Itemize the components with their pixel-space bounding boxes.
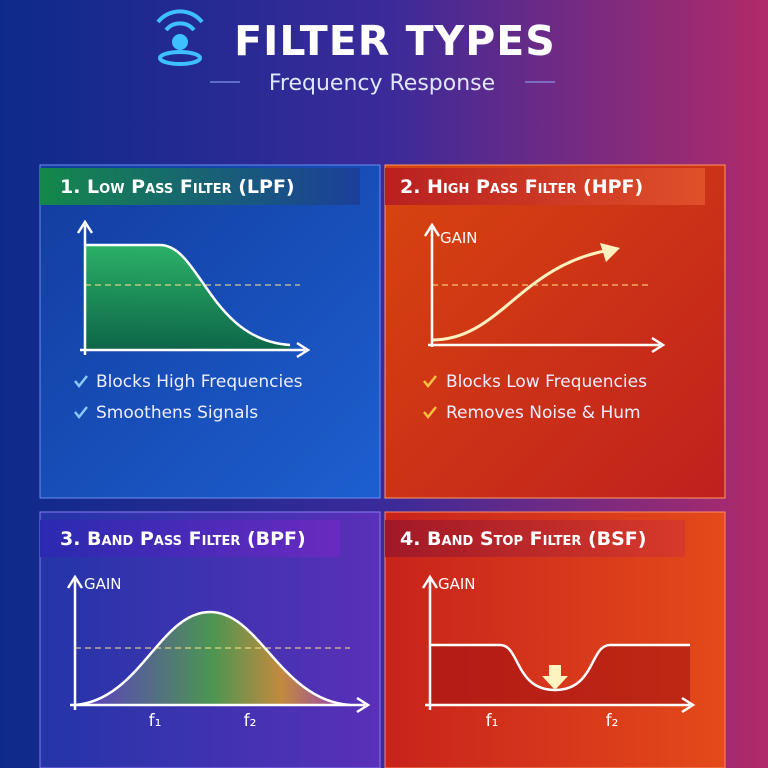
bullet: Removes Noise & Hum <box>446 403 641 423</box>
bullet: Blocks High Frequencies <box>96 372 303 392</box>
panel-title: 2. High Pass Filter (HPF) <box>400 176 643 198</box>
panel-header <box>40 520 340 557</box>
axis-label: GAIN <box>440 229 478 247</box>
curve <box>74 610 351 707</box>
curve-fill <box>75 612 350 705</box>
curve <box>431 248 611 342</box>
panel-title: 1. Low Pass Filter (LPF) <box>60 176 295 198</box>
panel <box>384 164 726 499</box>
x-label: f₁ <box>149 711 162 731</box>
axis-label: GAIN <box>438 575 476 593</box>
axes <box>423 222 666 354</box>
check <box>423 375 437 389</box>
curve-fill <box>85 245 290 350</box>
x-label: f₂ <box>244 711 257 731</box>
title: FILTER TYPES <box>234 17 556 65</box>
check <box>423 406 437 420</box>
subtitle: Frequency Response <box>269 71 495 96</box>
curve <box>85 243 291 347</box>
axes <box>76 219 311 359</box>
check <box>74 406 88 420</box>
x-label: f₂ <box>606 711 619 731</box>
panel-title: 3. Band Pass Filter (BPF) <box>60 528 306 550</box>
x-label: f₁ <box>486 711 499 731</box>
bullet: Blocks Low Frequencies <box>446 372 647 392</box>
notch-arrow <box>542 665 568 690</box>
panel-title: 4. Band Stop Filter (BSF) <box>400 528 646 550</box>
panel-header <box>385 168 705 205</box>
bullet: Smoothens Signals <box>96 403 258 423</box>
curve-fill <box>430 645 690 705</box>
check <box>74 375 88 389</box>
axes <box>421 574 696 714</box>
logo <box>156 9 204 66</box>
axes <box>66 574 371 714</box>
panel-header <box>40 168 360 205</box>
panel-header <box>385 520 685 557</box>
axis-label: GAIN <box>84 575 122 593</box>
arrow-head <box>600 243 620 262</box>
